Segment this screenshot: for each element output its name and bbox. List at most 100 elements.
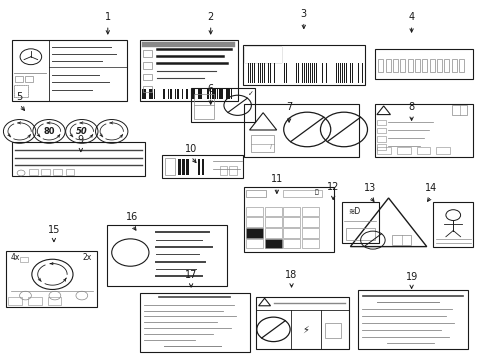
Bar (250, 63, 251, 83)
Text: 7: 7 (286, 102, 292, 112)
Bar (170, 89, 172, 99)
Bar (422, 59, 427, 72)
Bar (28, 297, 42, 305)
Bar (284, 63, 285, 83)
Bar (375, 49, 473, 79)
Bar (377, 136, 386, 141)
Text: 14: 14 (425, 183, 437, 193)
Bar (210, 89, 211, 99)
Bar (392, 235, 411, 245)
Bar (310, 63, 311, 83)
Text: ✓: ✓ (248, 91, 254, 97)
Bar (283, 239, 300, 248)
Bar (265, 239, 282, 248)
Bar (14, 85, 28, 97)
Bar (430, 59, 435, 72)
Bar (436, 147, 450, 154)
Bar (265, 228, 282, 238)
Bar (377, 128, 386, 134)
Bar (260, 63, 262, 83)
Bar (191, 88, 255, 122)
Bar (140, 40, 238, 101)
Bar (198, 159, 200, 175)
Bar (245, 47, 282, 63)
Bar (8, 297, 22, 305)
Text: 11: 11 (270, 174, 283, 184)
Bar (286, 63, 287, 83)
Bar (20, 257, 28, 262)
Bar (140, 293, 250, 352)
Bar (177, 89, 179, 99)
Bar (322, 63, 323, 83)
Bar (362, 63, 363, 83)
Bar (200, 89, 202, 99)
Bar (214, 89, 216, 99)
Bar (343, 63, 345, 83)
Bar (415, 59, 420, 72)
Bar (12, 40, 127, 101)
Bar (178, 159, 181, 175)
Bar (41, 169, 50, 175)
Text: 2: 2 (208, 12, 214, 22)
Text: 3: 3 (301, 9, 307, 19)
Bar (397, 147, 411, 154)
Bar (325, 323, 342, 338)
Bar (193, 89, 195, 99)
Bar (12, 142, 145, 176)
Bar (302, 217, 319, 227)
Bar (191, 89, 193, 99)
Bar (243, 45, 365, 85)
Text: 18: 18 (285, 270, 297, 280)
Text: 8: 8 (409, 102, 415, 112)
Bar (258, 63, 260, 83)
Bar (217, 89, 219, 99)
Text: 10: 10 (185, 144, 197, 154)
Bar (416, 147, 430, 154)
Bar (142, 42, 235, 47)
Text: i: i (270, 144, 271, 149)
Bar (186, 89, 188, 99)
Bar (302, 228, 319, 238)
Text: ≋D: ≋D (348, 207, 360, 216)
Bar (444, 59, 449, 72)
Bar (326, 63, 327, 83)
Bar (377, 120, 386, 125)
Bar (336, 63, 337, 83)
Bar (246, 228, 263, 238)
Bar (342, 63, 343, 83)
Bar (66, 169, 74, 175)
Text: 12: 12 (327, 181, 340, 192)
Bar (283, 217, 300, 227)
Bar (378, 59, 383, 72)
Bar (256, 297, 349, 349)
Bar (302, 239, 319, 248)
Bar (302, 207, 319, 216)
Bar (377, 144, 386, 150)
Bar (252, 63, 253, 83)
Bar (437, 59, 442, 72)
Bar (268, 63, 270, 83)
Bar (143, 50, 152, 57)
Text: 5: 5 (17, 91, 23, 102)
Bar (151, 89, 153, 99)
Bar (306, 63, 307, 83)
Bar (182, 159, 185, 175)
Bar (143, 86, 152, 93)
Bar (198, 89, 200, 99)
Bar (15, 76, 23, 82)
Text: 80: 80 (43, 127, 55, 136)
Bar (345, 63, 347, 83)
Bar (48, 297, 61, 305)
Bar (340, 63, 341, 83)
Bar (308, 63, 309, 83)
Bar (6, 251, 97, 307)
Bar (400, 59, 405, 72)
Text: 6: 6 (208, 84, 214, 94)
Bar (226, 89, 228, 99)
Bar (393, 59, 398, 72)
Bar (246, 207, 263, 216)
Bar (143, 62, 152, 69)
Text: 2x: 2x (82, 253, 92, 262)
Bar (386, 59, 391, 72)
Bar (168, 89, 170, 99)
